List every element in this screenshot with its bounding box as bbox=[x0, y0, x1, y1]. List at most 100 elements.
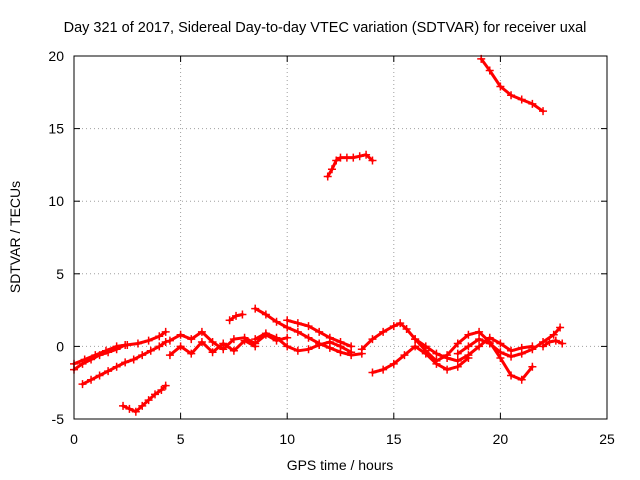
data-point bbox=[507, 352, 516, 361]
data-point bbox=[347, 348, 356, 357]
x-tick-label: 20 bbox=[493, 431, 509, 447]
data-point bbox=[155, 342, 164, 351]
data-point bbox=[144, 336, 153, 345]
data-point bbox=[464, 342, 473, 351]
data-point bbox=[528, 345, 537, 354]
series-line bbox=[360, 321, 534, 363]
data-point bbox=[539, 342, 548, 351]
data-point bbox=[112, 362, 121, 371]
data-point bbox=[551, 336, 560, 345]
series-arc-11 bbox=[323, 150, 377, 181]
data-point bbox=[251, 335, 260, 344]
data-point bbox=[421, 346, 430, 355]
data-point bbox=[197, 327, 206, 336]
data-point bbox=[453, 349, 462, 358]
data-point bbox=[225, 316, 234, 325]
plot-frame bbox=[73, 55, 608, 420]
data-point bbox=[272, 333, 281, 342]
data-point bbox=[161, 338, 170, 347]
data-point bbox=[443, 365, 452, 374]
data-point bbox=[304, 322, 313, 331]
data-point bbox=[517, 349, 526, 358]
data-point bbox=[78, 359, 87, 368]
data-point bbox=[87, 355, 96, 364]
series-arc-6 bbox=[165, 336, 260, 360]
data-point bbox=[251, 304, 260, 313]
data-point bbox=[151, 390, 160, 399]
y-axis-label: SDTVAR / TECUs bbox=[7, 181, 23, 293]
data-point bbox=[293, 346, 302, 355]
data-point bbox=[402, 324, 411, 333]
y-tick-label: 5 bbox=[56, 266, 64, 282]
data-point bbox=[131, 407, 140, 416]
series-arc-16 bbox=[539, 336, 567, 351]
data-point bbox=[379, 327, 388, 336]
data-point bbox=[325, 338, 334, 347]
data-point bbox=[229, 335, 238, 344]
data-point bbox=[129, 355, 138, 364]
data-point bbox=[475, 342, 484, 351]
data-point bbox=[327, 165, 336, 174]
data-point bbox=[138, 401, 147, 410]
data-point bbox=[496, 348, 505, 357]
data-point bbox=[165, 336, 174, 345]
data-point bbox=[219, 339, 228, 348]
data-point bbox=[95, 371, 104, 380]
y-tick-label: 0 bbox=[56, 338, 64, 354]
data-point bbox=[261, 329, 270, 338]
data-point bbox=[119, 401, 128, 410]
data-point bbox=[251, 342, 260, 351]
data-point bbox=[332, 156, 341, 165]
x-axis-label: GPS time / hours bbox=[287, 457, 394, 473]
data-point bbox=[176, 330, 185, 339]
data-point bbox=[443, 351, 452, 360]
data-point bbox=[368, 335, 377, 344]
data-point bbox=[411, 342, 420, 351]
data-point bbox=[545, 338, 554, 347]
data-point bbox=[389, 322, 398, 331]
data-point bbox=[389, 359, 398, 368]
data-point bbox=[558, 339, 567, 348]
data-point bbox=[146, 346, 155, 355]
data-point bbox=[293, 319, 302, 328]
data-point bbox=[336, 342, 345, 351]
data-point bbox=[315, 327, 324, 336]
data-point bbox=[293, 327, 302, 336]
data-point bbox=[496, 339, 505, 348]
data-point bbox=[197, 338, 206, 347]
data-point bbox=[355, 152, 364, 161]
data-point bbox=[176, 342, 185, 351]
data-point bbox=[432, 349, 441, 358]
data-point bbox=[283, 316, 292, 325]
data-point bbox=[507, 91, 516, 100]
data-point bbox=[496, 82, 505, 91]
data-point bbox=[138, 351, 147, 360]
data-point bbox=[208, 348, 217, 357]
series-arc-7 bbox=[225, 310, 247, 325]
data-point bbox=[121, 340, 130, 349]
chart-title: Day 321 of 2017, Sidereal Day-to-day VTE… bbox=[64, 20, 587, 36]
data-point bbox=[304, 333, 313, 342]
data-point bbox=[208, 338, 217, 347]
y-tick-label: 20 bbox=[48, 48, 64, 64]
data-point bbox=[349, 153, 358, 162]
series-arc-10 bbox=[251, 329, 356, 357]
x-tick-label: 15 bbox=[386, 431, 402, 447]
data-point bbox=[240, 336, 249, 345]
data-point bbox=[165, 351, 174, 360]
series-arc-3 bbox=[78, 338, 170, 389]
data-point bbox=[238, 310, 247, 319]
data-point bbox=[104, 367, 113, 376]
data-point bbox=[379, 365, 388, 374]
data-point bbox=[125, 404, 134, 413]
data-point bbox=[261, 310, 270, 319]
data-point bbox=[157, 385, 166, 394]
data-point bbox=[315, 340, 324, 349]
series-arc-13 bbox=[368, 342, 473, 377]
data-point bbox=[507, 371, 516, 380]
data-point bbox=[432, 356, 441, 365]
y-tick-label: 10 bbox=[48, 193, 64, 209]
data-point bbox=[368, 368, 377, 377]
data-point bbox=[104, 348, 113, 357]
